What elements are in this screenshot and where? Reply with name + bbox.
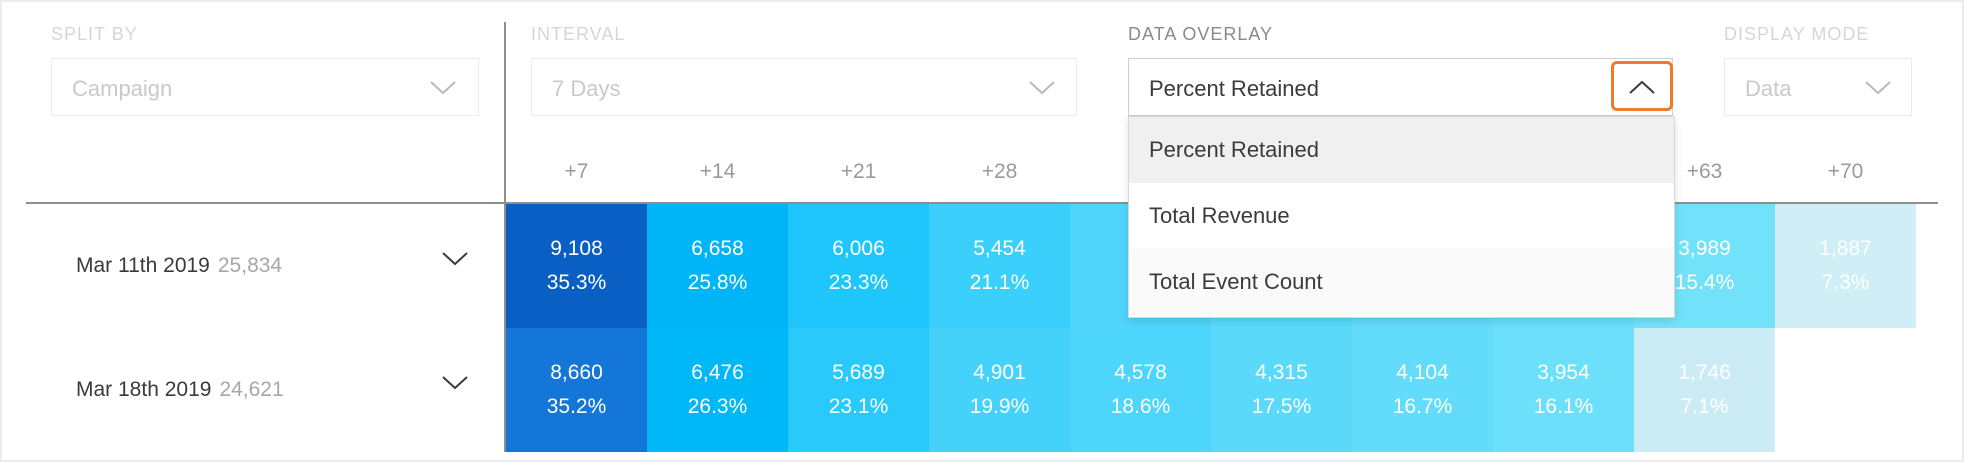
overlay-option[interactable]: Total Revenue xyxy=(1129,183,1674,249)
cell-count: 5,689 xyxy=(832,361,885,384)
collapse-overlay-button[interactable] xyxy=(1611,61,1673,111)
cell-count: 3,954 xyxy=(1537,361,1590,384)
cell-count: 6,476 xyxy=(691,361,744,384)
heatmap-cell[interactable]: 4,578 18.6% xyxy=(1070,328,1211,452)
grid-divider-horizontal xyxy=(26,202,1938,204)
cell-count: 4,104 xyxy=(1396,361,1449,384)
cell-percent: 23.3% xyxy=(828,271,889,294)
cell-count: 4,901 xyxy=(973,361,1026,384)
row-label: Mar 18th 2019 24,621 xyxy=(76,378,284,402)
cell-percent: 7.1% xyxy=(1680,395,1729,418)
column-header: +70 xyxy=(1827,160,1864,183)
interval-value: 7 Days xyxy=(552,76,621,101)
chevron-down-icon xyxy=(1865,81,1891,95)
interval-select[interactable]: 7 Days xyxy=(531,58,1077,116)
cell-count: 6,658 xyxy=(691,237,744,260)
heatmap-cell[interactable]: 3,954 16.1% xyxy=(1493,328,1634,452)
cell-count: 9,108 xyxy=(550,237,603,260)
heatmap-cell[interactable]: 9,108 35.3% xyxy=(506,204,647,328)
expand-row-chevron-icon[interactable] xyxy=(442,252,468,266)
split-by-value: Campaign xyxy=(72,76,173,101)
row-label: Mar 11th 2019 25,834 xyxy=(76,254,282,278)
expand-row-chevron-icon[interactable] xyxy=(442,376,468,390)
cell-percent: 23.1% xyxy=(828,395,889,418)
row-date: Mar 11th 2019 xyxy=(76,254,210,277)
heatmap-cell[interactable]: 5,454 21.1% xyxy=(929,204,1070,328)
cell-percent: 16.7% xyxy=(1392,395,1453,418)
split-by-label: SPLIT BY xyxy=(51,24,138,44)
data-overlay-label: DATA OVERLAY xyxy=(1128,24,1274,44)
heatmap-cell[interactable]: 8,660 35.2% xyxy=(506,328,647,452)
heatmap-cell[interactable]: 4,104 16.7% xyxy=(1352,328,1493,452)
overlay-option[interactable]: Total Event Count xyxy=(1129,249,1674,315)
cell-percent: 35.2% xyxy=(546,395,607,418)
overlay-option[interactable]: Percent Retained xyxy=(1129,117,1674,183)
cell-percent: 21.1% xyxy=(969,271,1030,294)
heatmap-cell[interactable]: 4,901 19.9% xyxy=(929,328,1070,452)
row-count: 24,621 xyxy=(219,378,284,401)
heatmap-cell[interactable]: 6,476 26.3% xyxy=(647,328,788,452)
cell-count: 4,578 xyxy=(1114,361,1167,384)
display-mode-value: Data xyxy=(1745,76,1792,101)
column-header: +21 xyxy=(840,160,877,183)
display-mode-label: DISPLAY MODE xyxy=(1724,24,1870,44)
cell-count: 3,989 xyxy=(1678,237,1731,260)
cell-percent: 15.4% xyxy=(1674,271,1735,294)
column-header: +28 xyxy=(981,160,1018,183)
data-overlay-value: Percent Retained xyxy=(1149,76,1319,101)
cell-count: 4,315 xyxy=(1255,361,1308,384)
heatmap-cell[interactable]: 6,006 23.3% xyxy=(788,204,929,328)
cell-percent: 7.3% xyxy=(1821,271,1870,294)
heatmap-cell[interactable]: 6,658 25.8% xyxy=(647,204,788,328)
row-date: Mar 18th 2019 xyxy=(76,378,212,401)
cell-percent: 19.9% xyxy=(969,395,1030,418)
interval-label: INTERVAL xyxy=(531,24,626,44)
row-count: 25,834 xyxy=(217,254,283,277)
cell-percent: 16.1% xyxy=(1533,395,1594,418)
cell-percent: 25.8% xyxy=(687,271,748,294)
chevron-down-icon xyxy=(430,81,456,95)
cell-count: 6,006 xyxy=(832,237,885,260)
cell-count: 1,746 xyxy=(1678,361,1731,384)
cell-count: 1,887 xyxy=(1819,237,1872,260)
display-mode-select[interactable]: Data xyxy=(1724,58,1912,116)
cell-count: 5,454 xyxy=(973,237,1026,260)
chevron-down-icon xyxy=(1029,81,1055,95)
column-header: +14 xyxy=(699,160,736,183)
heatmap-cell[interactable]: 1,887 7.3% xyxy=(1775,204,1916,328)
split-by-select[interactable]: Campaign xyxy=(51,58,479,116)
cell-percent: 26.3% xyxy=(687,395,748,418)
heatmap-cell[interactable]: 5,689 23.1% xyxy=(788,328,929,452)
data-overlay-menu: Percent Retained Total Revenue Total Event… xyxy=(1128,116,1675,318)
data-overlay-select[interactable]: Percent Retained xyxy=(1128,58,1673,116)
column-header: +7 xyxy=(564,160,589,183)
column-header: +63 xyxy=(1686,160,1723,183)
cell-percent: 35.3% xyxy=(546,271,607,294)
cell-count: 8,660 xyxy=(550,361,603,384)
cell-percent: 18.6% xyxy=(1110,395,1171,418)
heatmap-cell[interactable]: 4,315 17.5% xyxy=(1211,328,1352,452)
cell-percent: 17.5% xyxy=(1251,395,1312,418)
heatmap-cell[interactable]: 1,746 7.1% xyxy=(1634,328,1775,452)
grid-divider-vertical xyxy=(504,22,506,452)
